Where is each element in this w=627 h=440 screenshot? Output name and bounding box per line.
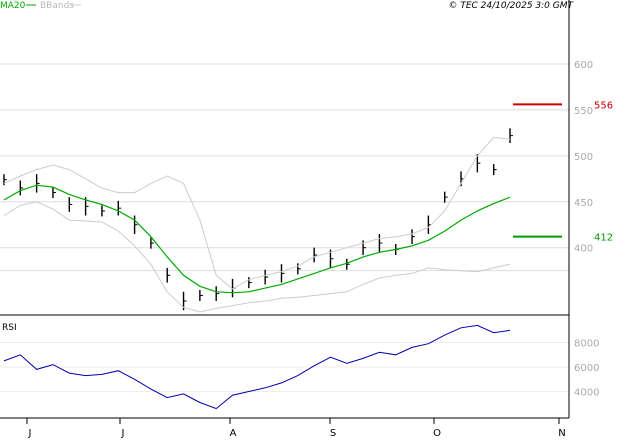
- bband-lower-line: [3, 201, 511, 313]
- reference-line-label: 412: [594, 233, 613, 244]
- x-tick-label: S: [330, 428, 336, 439]
- price-y-tick-label: 600: [574, 60, 593, 71]
- axis-ticks: 400 450 500 550 600 4000 6000 8000 J J A S O N: [26, 60, 599, 439]
- credit-text: © TEC 24/10/2025 3:0 GMT: [448, 1, 574, 11]
- price-y-tick-label: 400: [574, 244, 593, 255]
- price-y-tick-label: 450: [574, 198, 593, 209]
- rsi-y-tick-label: 4000: [574, 388, 599, 399]
- rsi-label: RSI: [2, 323, 17, 333]
- rsi-series-group: [3, 324, 511, 410]
- price-series-group: [3, 128, 513, 313]
- price-y-tick-label: 500: [574, 152, 593, 163]
- price-y-tick-label: 550: [574, 106, 593, 117]
- ma20-line: [3, 184, 511, 294]
- legend-ma20-label: MA20: [0, 1, 26, 11]
- x-tick-label: A: [230, 428, 237, 439]
- rsi-line: [3, 324, 511, 410]
- price-grid: [0, 63, 569, 272]
- rsi-y-tick-label: 6000: [574, 363, 599, 374]
- rsi-y-tick-label: 8000: [574, 339, 599, 350]
- legend-bbands-label: BBands: [40, 1, 74, 11]
- x-tick-label: J: [121, 428, 125, 439]
- x-tick-label: N: [558, 428, 565, 439]
- reference-lines: 556 412: [513, 100, 613, 244]
- x-tick-label: O: [433, 428, 441, 439]
- bband-upper-line: [3, 136, 511, 290]
- reference-line-label: 556: [594, 100, 613, 111]
- x-tick-label: J: [28, 428, 32, 439]
- rsi-grid: [0, 342, 569, 392]
